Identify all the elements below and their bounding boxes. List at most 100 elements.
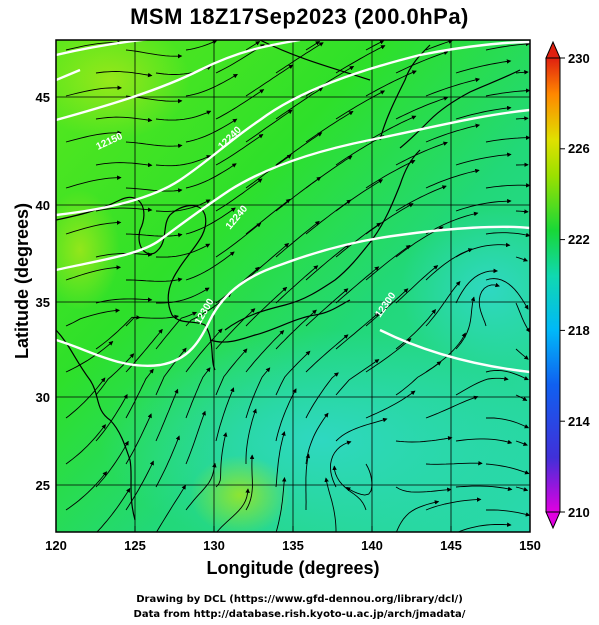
x-axis-ticks	[55, 526, 531, 532]
streamline	[65, 308, 121, 327]
colorbar-max-arrow	[545, 40, 561, 59]
streamline	[335, 222, 382, 258]
streamline	[125, 187, 183, 193]
streamline	[95, 162, 153, 168]
map-title: MSM 18Z17Sep2023 (200.0hPa)	[130, 4, 469, 29]
streamline	[155, 199, 211, 212]
streamline	[95, 252, 153, 258]
streamline	[455, 296, 476, 350]
streamline	[335, 312, 380, 350]
streamline	[455, 268, 499, 304]
streamline	[485, 278, 529, 310]
x-tick-label: 130	[203, 538, 225, 553]
streamline	[515, 302, 530, 333]
streamline	[95, 440, 129, 488]
streamline	[365, 390, 416, 419]
streamline	[185, 410, 206, 465]
colorbar-label: 218	[568, 323, 590, 338]
streamline	[335, 266, 380, 304]
x-tick-label: 140	[361, 538, 383, 553]
streamline	[275, 309, 317, 350]
streamline	[395, 265, 439, 304]
streamline	[125, 49, 183, 59]
colorbar-label: 210	[568, 505, 590, 520]
streamline	[185, 251, 235, 281]
streamline	[185, 462, 217, 511]
x-tick-label: 145	[440, 538, 462, 553]
streamline	[275, 220, 320, 258]
x-tick-label: 125	[124, 538, 146, 553]
streamline	[275, 176, 322, 212]
y-tick-label: 40	[36, 198, 50, 213]
streamline	[65, 130, 122, 143]
streamline	[395, 500, 440, 532]
streamline	[215, 348, 248, 396]
streamline	[65, 220, 122, 235]
streamline	[478, 282, 500, 327]
streamline	[395, 96, 449, 120]
streamline	[65, 85, 122, 97]
streamline	[515, 348, 529, 360]
streamline	[275, 87, 324, 120]
y-tick-label: 25	[36, 478, 50, 493]
streamline	[215, 178, 263, 212]
streamline	[305, 334, 349, 373]
colorbar-min-arrow	[545, 511, 561, 530]
streamline	[324, 477, 337, 532]
streamline	[515, 394, 528, 401]
streamline	[515, 209, 529, 214]
streamline	[275, 265, 319, 304]
streamline	[125, 460, 154, 511]
streamline	[65, 377, 106, 419]
streamline	[305, 199, 352, 235]
streamline	[425, 248, 473, 281]
streamline	[515, 256, 529, 262]
streamline	[215, 387, 235, 442]
streamline	[425, 123, 481, 143]
x-tick-labels: 120 125 130 135 140 145 150	[45, 538, 541, 553]
streamline	[425, 77, 481, 97]
y-axis-label: Latitude (degrees)	[12, 202, 32, 360]
x-axis-label: Longitude (degrees)	[206, 558, 380, 578]
streamline	[95, 315, 141, 350]
streamline	[365, 338, 412, 373]
streamline	[425, 168, 480, 189]
streamline	[305, 372, 339, 419]
streamline	[515, 486, 529, 492]
streamline	[395, 436, 453, 443]
streamline	[275, 388, 297, 442]
streamline	[185, 163, 237, 189]
streamline	[425, 395, 479, 419]
streamline	[245, 154, 292, 189]
streamline	[215, 222, 262, 258]
streamline	[395, 50, 449, 74]
credit-drawing: Drawing by DCL (https://www.gfd-dennou.o…	[136, 594, 463, 605]
streamline	[185, 207, 236, 235]
streamline	[457, 522, 512, 532]
streamline	[156, 287, 210, 304]
streamline	[65, 40, 123, 51]
streamline	[335, 417, 388, 442]
colorbar-label: 226	[568, 141, 590, 156]
streamline	[335, 135, 385, 166]
streamline	[395, 141, 448, 166]
streamline	[365, 40, 385, 51]
streamline	[395, 309, 436, 350]
streamline	[245, 286, 288, 327]
streamline	[485, 463, 530, 475]
streamline	[425, 40, 454, 51]
streamline	[455, 152, 512, 166]
x-tick-label: 150	[519, 538, 541, 553]
colorbar-label: 230	[568, 51, 590, 66]
streamline	[65, 265, 122, 281]
streamline	[185, 118, 238, 143]
streamline	[155, 243, 211, 258]
streamline	[215, 308, 256, 350]
streamline	[275, 350, 311, 396]
streamline	[305, 111, 354, 143]
streamline	[455, 105, 512, 120]
streamline	[345, 463, 373, 496]
y-tick-label: 30	[36, 390, 50, 405]
streamline	[245, 367, 271, 419]
streamline	[515, 440, 528, 446]
